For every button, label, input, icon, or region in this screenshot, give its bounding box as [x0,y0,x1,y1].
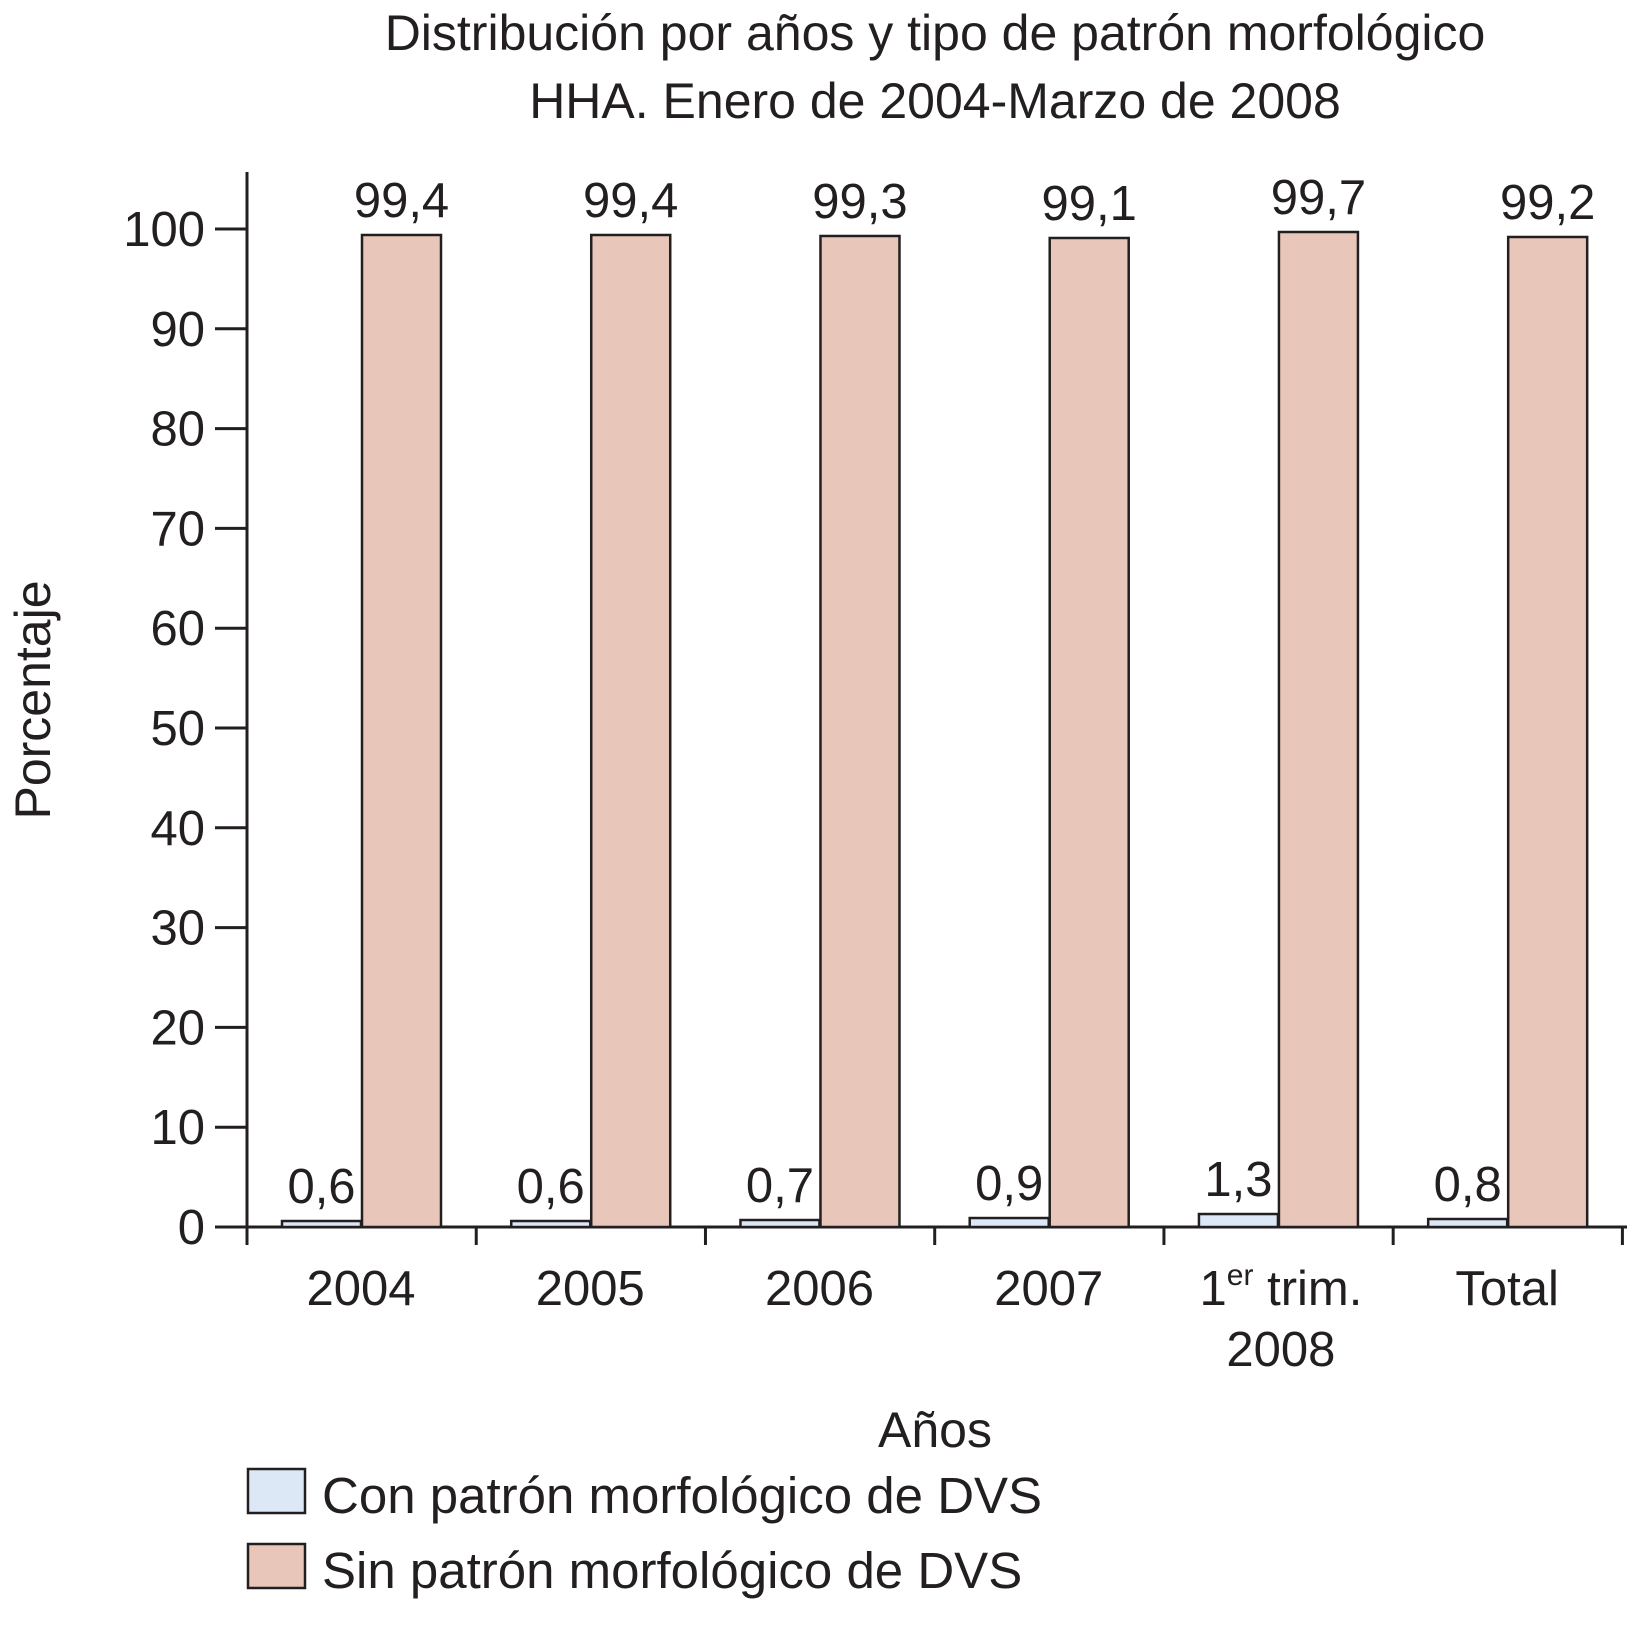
value-label-con-patron: 0,9 [975,1157,1043,1211]
data-labels: 0,6 0,6 0,7 0,9 1,3 0,8 99,4 99,4 99,3 99,1 99,7 99… [287,171,1595,1214]
legend: Con patrón morfológico de DVS Sin patrón … [246,1467,1042,1599]
bar-sin-patron [360,233,443,1229]
bar-con-patron [739,1218,821,1229]
value-label-con-patron: 1,3 [1204,1153,1272,1207]
x-axis-label: Años [878,1402,992,1458]
y-axis-label: Porcentaje [5,580,61,819]
y-tick-label: 30 [150,902,205,956]
bar-sin-patron [1277,230,1360,1229]
value-label-con-patron: 0,6 [287,1160,355,1214]
x-category-label: 2008 [1226,1323,1335,1377]
bar-con-patron [1426,1217,1509,1229]
bar-con-patron [280,1219,363,1229]
chart-title-line: HHA. Enero de 2004-Marzo de 2008 [529,73,1341,129]
chart-title: Distribución por años y tipo de patrón m… [385,5,1486,129]
y-tick-label: 0 [178,1201,205,1255]
axes: 0 10 20 30 40 50 60 70 80 90 100 Porcentaje Años 2004… [5,172,1627,1458]
x-category-label: 1er trim. [1200,1259,1363,1316]
value-label-con-patron: 0,6 [517,1160,585,1214]
bar-con-patron [968,1216,1050,1229]
x-category-label: Total [1455,1262,1559,1316]
bar-con-patron [509,1219,592,1229]
value-label-sin-patron: 99,7 [1271,171,1366,225]
x-category-label: 2004 [306,1262,415,1316]
bar-sin-patron [819,234,901,1229]
x-category-label: 2007 [994,1262,1103,1316]
value-label-con-patron: 0,8 [1434,1158,1502,1212]
y-tick-label: 20 [150,1001,205,1055]
y-tick-label: 70 [150,502,205,556]
y-tick-label: 80 [150,403,205,457]
legend-label-con-patron: Con patrón morfológico de DVS [322,1467,1042,1524]
y-tick-label: 60 [150,602,205,656]
y-tick-label: 90 [150,303,205,357]
x-category-label: 2005 [536,1262,645,1316]
value-label-con-patron: 0,7 [746,1159,814,1213]
bars [280,230,1589,1229]
bar-sin-patron [1506,235,1589,1229]
x-category-superscript: er [1227,1259,1254,1292]
value-label-sin-patron: 99,1 [1042,177,1137,231]
bar-sin-patron [1048,236,1130,1229]
bar-sin-patron [589,233,672,1229]
value-label-sin-patron: 99,4 [354,174,449,228]
legend-swatch-sin-patron [246,1542,307,1590]
x-category-label-part: 1 [1200,1262,1227,1316]
y-tick-label: 40 [150,802,205,856]
chart-title-line: Distribución por años y tipo de patrón m… [385,5,1486,61]
value-label-sin-patron: 99,2 [1500,176,1595,230]
value-label-sin-patron: 99,3 [812,175,907,229]
value-label-sin-patron: 99,4 [583,174,678,228]
y-tick-label: 50 [150,702,205,756]
legend-label-sin-patron: Sin patrón morfológico de DVS [322,1542,1022,1599]
x-category-label-part: trim. [1253,1262,1362,1316]
x-category-label: 2006 [765,1262,874,1316]
legend-swatch-con-patron [246,1467,307,1515]
y-tick-label: 100 [123,203,205,257]
bar-con-patron [1197,1212,1280,1229]
y-tick-label: 10 [150,1101,205,1155]
